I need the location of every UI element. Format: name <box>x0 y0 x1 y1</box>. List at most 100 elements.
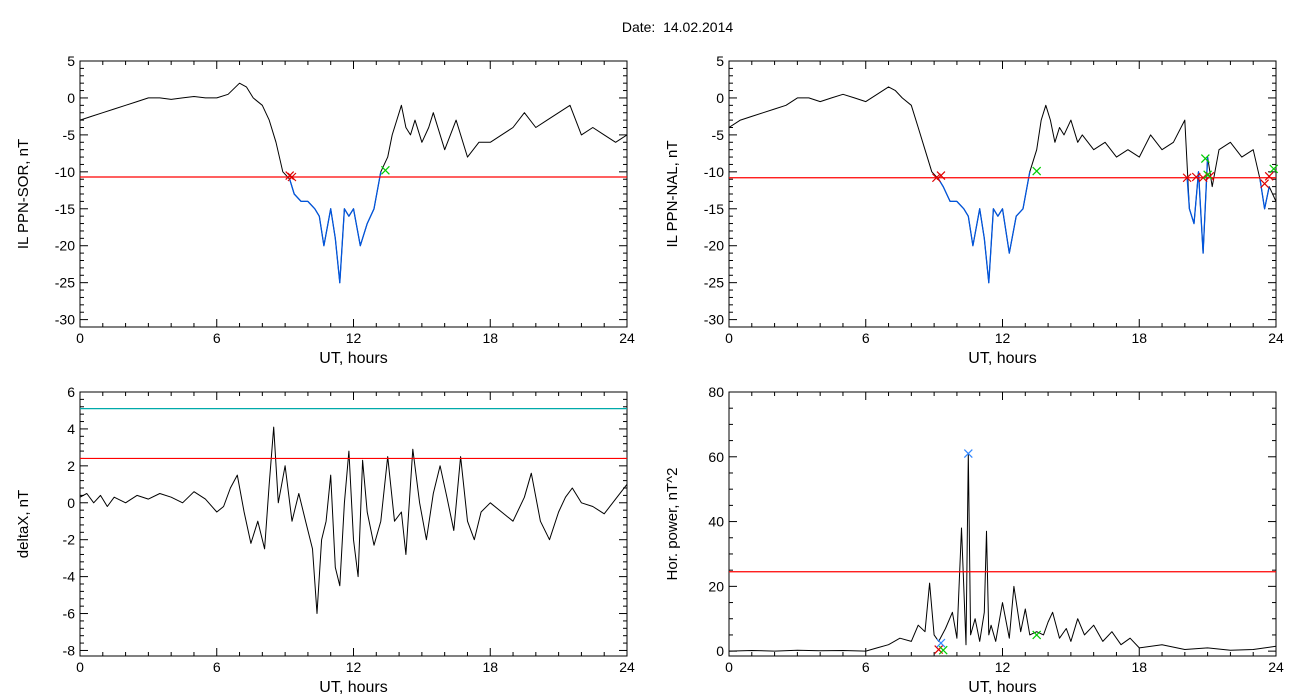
y-tick-label: 4 <box>67 421 75 437</box>
peak-marker <box>963 449 973 458</box>
x-tick-label: 12 <box>346 330 362 346</box>
x-tick-label: 0 <box>725 330 733 346</box>
marker-stroke <box>287 172 297 182</box>
x-tick-label: 6 <box>213 659 221 675</box>
x-tick-label: 12 <box>346 659 362 675</box>
marker-stroke <box>1182 173 1192 183</box>
end-marker <box>1269 164 1279 174</box>
x-axis-label: UT, hours <box>968 679 1036 696</box>
y-axis-label: IL PPN-SOR, nT <box>15 139 32 249</box>
plot-frame <box>728 60 1277 328</box>
y-tick-label: -5 <box>63 127 76 143</box>
series-trace-line <box>729 453 1276 652</box>
figure-title: Date: 14.02.2014 <box>621 19 734 35</box>
y-tick-label: -15 <box>704 201 724 217</box>
marker-stroke <box>1032 166 1042 176</box>
x-tick-label: 0 <box>725 659 733 675</box>
plot-frame <box>728 391 1277 657</box>
x-tick-label: 12 <box>995 330 1011 346</box>
y-tick-label: -30 <box>704 312 724 328</box>
x-tick-label: 24 <box>619 659 635 675</box>
end-marker <box>1032 630 1042 640</box>
y-tick-label: 2 <box>67 458 75 474</box>
end-marker <box>1203 170 1213 180</box>
marker-stroke <box>931 173 941 183</box>
y-tick-label: -8 <box>63 642 76 658</box>
series-event-line <box>1259 179 1270 210</box>
marker-stroke <box>936 171 946 180</box>
start-marker <box>1264 171 1274 181</box>
y-tick-label: 6 <box>67 384 75 400</box>
y-tick-label: -25 <box>55 275 75 291</box>
start-marker <box>936 171 946 180</box>
x-tick-label: 0 <box>76 659 84 675</box>
y-tick-label: -2 <box>63 532 76 548</box>
marker-stroke <box>963 449 973 458</box>
y-tick-label: 5 <box>67 53 75 69</box>
y-tick-label: -5 <box>712 127 725 143</box>
series-trace-line <box>729 86 1276 284</box>
marker-stroke <box>1200 154 1210 163</box>
x-tick-label: 6 <box>213 330 221 346</box>
series-group <box>729 86 1276 284</box>
x-axis-label: UT, hours <box>968 350 1036 367</box>
marker-stroke <box>1260 179 1270 189</box>
x-tick-label: 6 <box>862 330 870 346</box>
x-tick-label: 18 <box>482 330 498 346</box>
series-trace-line <box>80 426 627 614</box>
x-tick-label: 18 <box>482 659 498 675</box>
chart-panel-power: 0 6 12 18 24 80 60 40 20 0 UT, hours Hor. power, nT… <box>664 384 1284 696</box>
x-axis-label: UT, hours <box>319 679 387 696</box>
chart-panel-sor: 0 6 12 18 24 5 0 -5 -10 -15 -20 -25 -30 UT, hours IL P… <box>15 53 635 367</box>
y-tick-label: -15 <box>55 201 75 217</box>
y-tick-label: 0 <box>67 495 75 511</box>
peak-marker <box>936 638 946 648</box>
y-tick-label: 60 <box>708 449 724 465</box>
y-tick-label: 0 <box>67 90 75 106</box>
y-tick-label: -10 <box>704 164 724 180</box>
end-marker <box>938 645 948 655</box>
marker-stroke <box>1269 164 1279 174</box>
x-tick-label: 24 <box>619 330 635 346</box>
start-marker <box>1260 179 1270 189</box>
y-tick-label: -30 <box>55 312 75 328</box>
series-group <box>729 453 1276 652</box>
series-group <box>80 408 627 614</box>
y-tick-label: 80 <box>708 384 724 400</box>
end-marker <box>1032 166 1042 176</box>
y-tick-label: -4 <box>63 569 76 585</box>
y-tick-label: 5 <box>716 53 724 69</box>
x-tick-label: 24 <box>1268 659 1284 675</box>
marker-stroke <box>380 165 390 175</box>
marker-stroke <box>938 645 948 655</box>
plot-frame <box>79 391 628 657</box>
y-tick-label: 40 <box>708 514 724 530</box>
chart-panel-deltax: 0 6 12 18 24 6 4 2 0 -2 -4 -6 -8 UT, hours deltaX, nT <box>15 384 635 696</box>
end-marker <box>1200 154 1210 163</box>
series-group <box>80 82 627 284</box>
y-tick-label: -10 <box>55 164 75 180</box>
y-axis-label: IL PPN-NAL, nT <box>664 141 681 248</box>
x-tick-label: 18 <box>1131 659 1147 675</box>
y-axis-label: deltaX, nT <box>15 490 32 558</box>
marker-stroke <box>1198 173 1208 183</box>
x-tick-label: 0 <box>76 330 84 346</box>
marker-stroke <box>1032 630 1042 640</box>
x-tick-label: 18 <box>1131 330 1147 346</box>
series-event-line <box>1186 157 1209 254</box>
start-marker <box>1198 173 1208 183</box>
y-tick-label: 20 <box>708 578 724 594</box>
x-axis-label: UT, hours <box>319 350 387 367</box>
series-trace-line <box>80 82 627 284</box>
start-marker <box>931 173 941 183</box>
chart-panel-nal: 0 6 12 18 24 5 0 -5 -10 -15 -20 -25 -30 UT, hours IL P… <box>664 53 1284 367</box>
y-axis-label: Hor. power, nT^2 <box>664 468 681 581</box>
marker-stroke <box>1203 170 1213 180</box>
series-event-line <box>938 171 1031 284</box>
y-tick-label: -20 <box>704 238 724 254</box>
x-tick-label: 12 <box>995 659 1011 675</box>
start-marker <box>287 172 297 182</box>
marker-stroke <box>936 638 946 648</box>
end-marker <box>380 165 390 175</box>
